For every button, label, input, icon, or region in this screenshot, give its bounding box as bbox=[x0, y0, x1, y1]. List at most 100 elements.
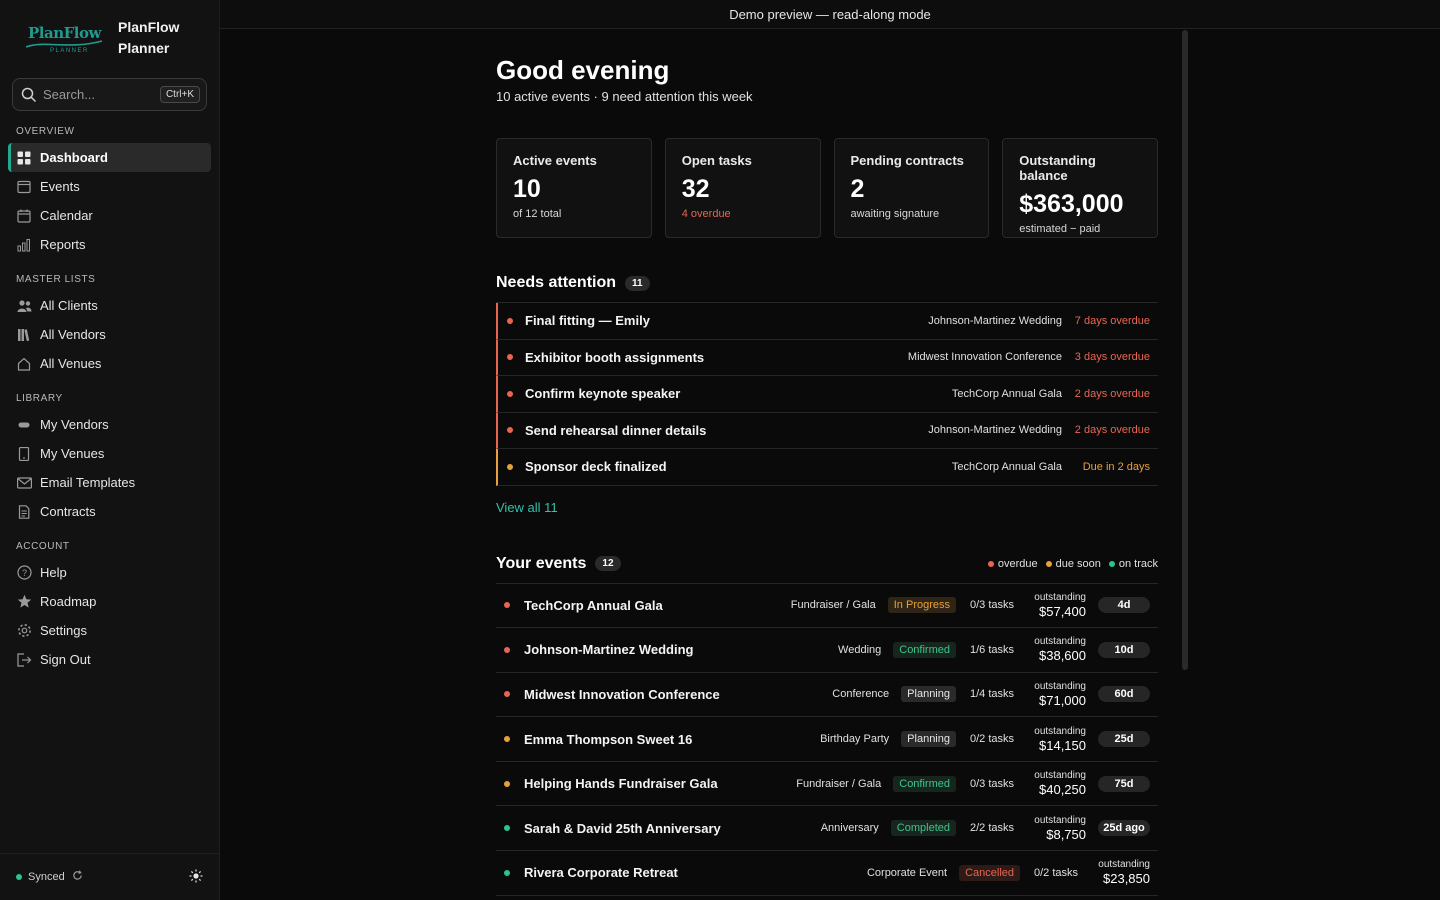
event-name: Johnson-Martinez Wedding bbox=[524, 642, 694, 658]
attention-row[interactable]: Confirm keynote speaker TechCorp Annual G… bbox=[496, 376, 1158, 413]
attention-row[interactable]: Send rehearsal dinner details Johnson-Mar… bbox=[496, 412, 1158, 449]
refresh-icon[interactable] bbox=[72, 870, 83, 884]
days-until-badge: 25d bbox=[1098, 731, 1150, 748]
status-dot bbox=[504, 646, 510, 653]
task-event-name: TechCorp Annual Gala bbox=[951, 460, 1062, 473]
status-dot bbox=[504, 602, 510, 609]
sidebar-item-sign-out[interactable]: Sign Out bbox=[8, 645, 211, 674]
days-until-badge: 25d ago bbox=[1098, 820, 1150, 837]
event-row[interactable]: Emma Thompson Sweet 16 Birthday Party Plan… bbox=[496, 717, 1158, 762]
sidebar-item-label: Email Templates bbox=[40, 475, 136, 490]
sidebar-item-label: All Clients bbox=[40, 298, 98, 313]
sidebar-item-settings[interactable]: Settings bbox=[8, 616, 211, 645]
building-icon bbox=[16, 446, 32, 462]
sidebar-item-email-templates[interactable]: Email Templates bbox=[8, 468, 211, 497]
stat-card-open-tasks[interactable]: Open tasks 32 4 overdue bbox=[664, 138, 821, 238]
outstanding-amount: outstanding $8,750 bbox=[1028, 815, 1086, 842]
task-progress: 1/6 tasks bbox=[970, 643, 1015, 656]
sidebar-item-dashboard[interactable]: Dashboard bbox=[8, 143, 211, 172]
status-dot bbox=[507, 463, 513, 470]
sync-status-label: Synced bbox=[28, 871, 65, 883]
event-row[interactable]: Rivera Corporate Retreat Corporate Event C… bbox=[496, 851, 1158, 896]
task-name: Exhibitor booth assignments bbox=[525, 349, 705, 365]
brand[interactable]: PlanFlow PLANNER PlanFlow Planner bbox=[0, 0, 219, 76]
sidebar-item-my-vendors[interactable]: My Vendors bbox=[8, 410, 211, 439]
event-type: Wedding bbox=[838, 643, 882, 656]
attention-row[interactable]: Exhibitor booth assignments Midwest Innov… bbox=[496, 339, 1158, 376]
sidebar-item-events[interactable]: Events bbox=[8, 172, 211, 201]
outstanding-label: outstanding bbox=[1098, 859, 1150, 871]
event-name: Midwest Innovation Conference bbox=[524, 686, 720, 702]
grid-icon bbox=[16, 150, 32, 166]
search-input[interactable] bbox=[43, 87, 160, 102]
event-row[interactable]: Sarah & David 25th Anniversary Anniversar… bbox=[496, 806, 1158, 852]
inbox-icon bbox=[16, 179, 32, 195]
attention-row[interactable]: Final fitting — Emily Johnson-Martinez We… bbox=[496, 303, 1158, 340]
events-list: TechCorp Annual Gala Fundraiser / Gala In … bbox=[496, 582, 1158, 896]
outstanding-label: outstanding bbox=[1034, 636, 1086, 648]
attention-row[interactable]: Sponsor deck finalized TechCorp Annual Ga… bbox=[496, 449, 1158, 486]
sidebar-item-contracts[interactable]: Contracts bbox=[8, 497, 211, 526]
status-dot bbox=[507, 354, 513, 361]
status-dot bbox=[504, 780, 510, 787]
page-subtitle: 10 active events · 9 need attention this… bbox=[496, 89, 753, 104]
attention-list: Final fitting — Emily Johnson-Martinez We… bbox=[496, 302, 1158, 486]
stat-card-pending-contracts[interactable]: Pending contracts 2 awaiting signature bbox=[833, 138, 990, 238]
search-icon bbox=[21, 87, 37, 102]
event-row[interactable]: Midwest Innovation Conference Conference P… bbox=[496, 673, 1158, 718]
nav-section-overview: OVERVIEW bbox=[16, 126, 75, 137]
task-name: Sponsor deck finalized bbox=[525, 459, 667, 475]
sidebar-item-my-venues[interactable]: My Venues bbox=[8, 439, 211, 468]
stat-card-active-events[interactable]: Active events 10 of 12 total bbox=[496, 138, 652, 238]
your-events-header: Your events 12 overdue due soon on track bbox=[496, 553, 1158, 575]
outstanding-value: $8,750 bbox=[1046, 826, 1086, 842]
task-progress: 0/3 tasks bbox=[970, 777, 1015, 790]
stat-label: Active events bbox=[513, 153, 597, 168]
stat-subtext: estimated − paid bbox=[1019, 223, 1101, 235]
sidebar-item-label: Dashboard bbox=[40, 150, 108, 165]
outstanding-amount: outstanding $38,600 bbox=[1028, 636, 1086, 663]
legend-item-on-track: on track bbox=[1108, 558, 1158, 570]
task-due-status: 3 days overdue bbox=[1074, 351, 1150, 364]
scrollbar[interactable] bbox=[1182, 30, 1188, 670]
your-events-title: Your events bbox=[496, 554, 587, 572]
event-row[interactable]: Helping Hands Fundraiser Gala Fundraiser … bbox=[496, 762, 1158, 807]
event-type: Anniversary bbox=[820, 822, 879, 835]
legend-dot bbox=[1108, 560, 1115, 567]
nav-group-master-lists: All Clients All Vendors All Venues bbox=[0, 291, 219, 378]
outstanding-label: outstanding bbox=[1034, 725, 1086, 737]
sidebar-item-all-vendors[interactable]: All Vendors bbox=[8, 320, 211, 349]
sidebar-item-all-venues[interactable]: All Venues bbox=[8, 349, 211, 378]
sidebar-item-label: Events bbox=[40, 179, 80, 194]
needs-attention-count: 11 bbox=[625, 275, 650, 291]
view-all-attention-link[interactable]: View all 11 bbox=[496, 499, 558, 515]
tag-icon bbox=[16, 417, 32, 433]
stat-card-outstanding-balance[interactable]: Outstanding balance $363,000 estimated − p… bbox=[1002, 138, 1158, 238]
outstanding-value: $71,000 bbox=[1039, 692, 1086, 708]
event-row[interactable]: Johnson-Martinez Wedding Wedding Confirmed… bbox=[496, 628, 1158, 673]
task-due-status: 2 days overdue bbox=[1074, 424, 1150, 437]
task-progress: 1/4 tasks bbox=[970, 688, 1015, 701]
sidebar-item-roadmap[interactable]: Roadmap bbox=[8, 587, 211, 616]
search-box[interactable]: Ctrl+K bbox=[12, 78, 207, 111]
sync-status-dot bbox=[16, 874, 22, 880]
sidebar-item-calendar[interactable]: Calendar bbox=[8, 201, 211, 230]
event-row[interactable]: TechCorp Annual Gala Fundraiser / Gala In … bbox=[496, 584, 1158, 629]
event-type: Fundraiser / Gala bbox=[790, 599, 876, 612]
stat-subtext: 4 overdue bbox=[681, 208, 731, 220]
outstanding-label: outstanding bbox=[1034, 680, 1086, 692]
sidebar-item-all-clients[interactable]: All Clients bbox=[8, 291, 211, 320]
sidebar-item-reports[interactable]: Reports bbox=[8, 230, 211, 259]
theme-toggle-sun-icon[interactable] bbox=[189, 869, 203, 886]
event-type: Corporate Event bbox=[866, 866, 948, 879]
sidebar-item-help[interactable]: ? Help bbox=[8, 558, 211, 587]
task-due-status: 7 days overdue bbox=[1074, 314, 1150, 327]
outstanding-label: outstanding bbox=[1034, 814, 1086, 826]
legend-item-due-soon: due soon bbox=[1045, 558, 1101, 570]
gear-icon bbox=[16, 623, 32, 639]
nav-group-library: My Vendors My Venues Email Templates Contra… bbox=[0, 410, 219, 526]
stat-label: Outstanding balance bbox=[1019, 153, 1096, 183]
outstanding-value: $40,250 bbox=[1039, 782, 1086, 798]
outstanding-amount: outstanding $23,850 bbox=[1092, 859, 1150, 886]
task-name: Final fitting — Emily bbox=[525, 313, 650, 329]
